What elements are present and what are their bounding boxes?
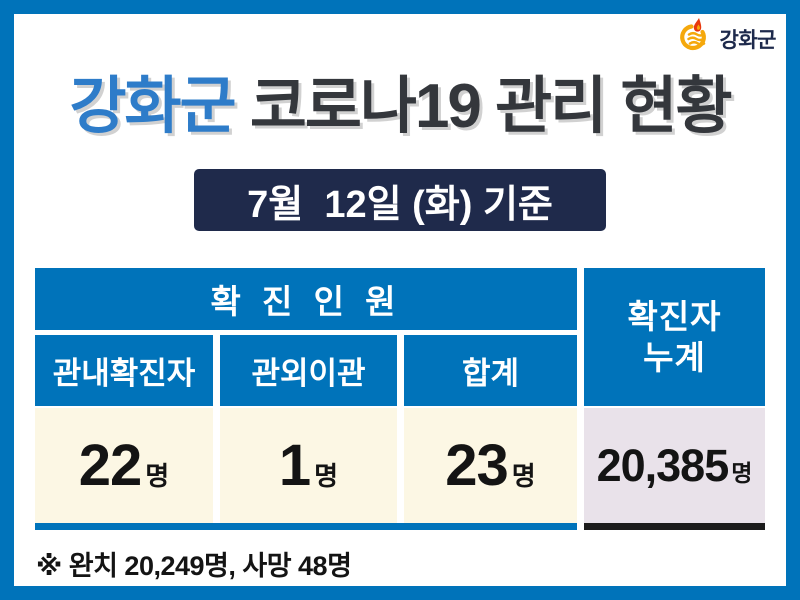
page-title: 강화군 코로나19 관리 현황 [0, 64, 800, 150]
title-rest: 코로나19 관리 현황 [234, 72, 733, 141]
value-number: 20,385 [596, 439, 730, 491]
ganghwa-logo: 강화군 [677, 17, 777, 60]
date-banner: 7월 12일 (화) 기준 [194, 169, 606, 231]
header-local-confirmed: 관내확진자 [35, 335, 213, 406]
underline-cumulative-column [584, 523, 765, 530]
value-total: 23 명 [404, 408, 577, 523]
header-cumulative-line2: 누계 [643, 339, 706, 376]
header-transferred-out: 관외이관 [220, 335, 397, 406]
value-text: 20,385 명 [597, 440, 753, 492]
value-text: 22 명 [79, 432, 169, 499]
footnote: ※ 완치 20,249명, 사망 48명 [36, 551, 352, 581]
header-confirmed-group: 확 진 인 원 [35, 268, 577, 330]
value-number: 22 [78, 433, 143, 498]
logo-text: 강화군 [719, 28, 777, 52]
value-number: 23 [445, 433, 509, 498]
header-cumulative-confirmed: 확진자 누계 [584, 268, 765, 406]
title-highlight: 강화군 [69, 72, 236, 141]
value-number: 1 [278, 433, 311, 498]
underline-confirmed-columns [35, 523, 577, 530]
header-total: 합계 [404, 335, 577, 406]
header-cumulative-line1: 확진자 [627, 297, 722, 335]
value-unit: 명 [511, 461, 536, 491]
ganghwa-flame-emblem-icon [677, 17, 715, 60]
value-unit: 명 [731, 459, 753, 486]
table-underlines [35, 523, 765, 530]
value-local-confirmed: 22 명 [35, 408, 213, 523]
value-cumulative-confirmed: 20,385 명 [584, 408, 765, 523]
date-banner-text: 7월 12일 (화) 기준 [247, 183, 553, 226]
value-unit: 명 [314, 461, 339, 491]
value-text: 23 명 [445, 432, 535, 499]
value-unit: 명 [145, 461, 170, 491]
